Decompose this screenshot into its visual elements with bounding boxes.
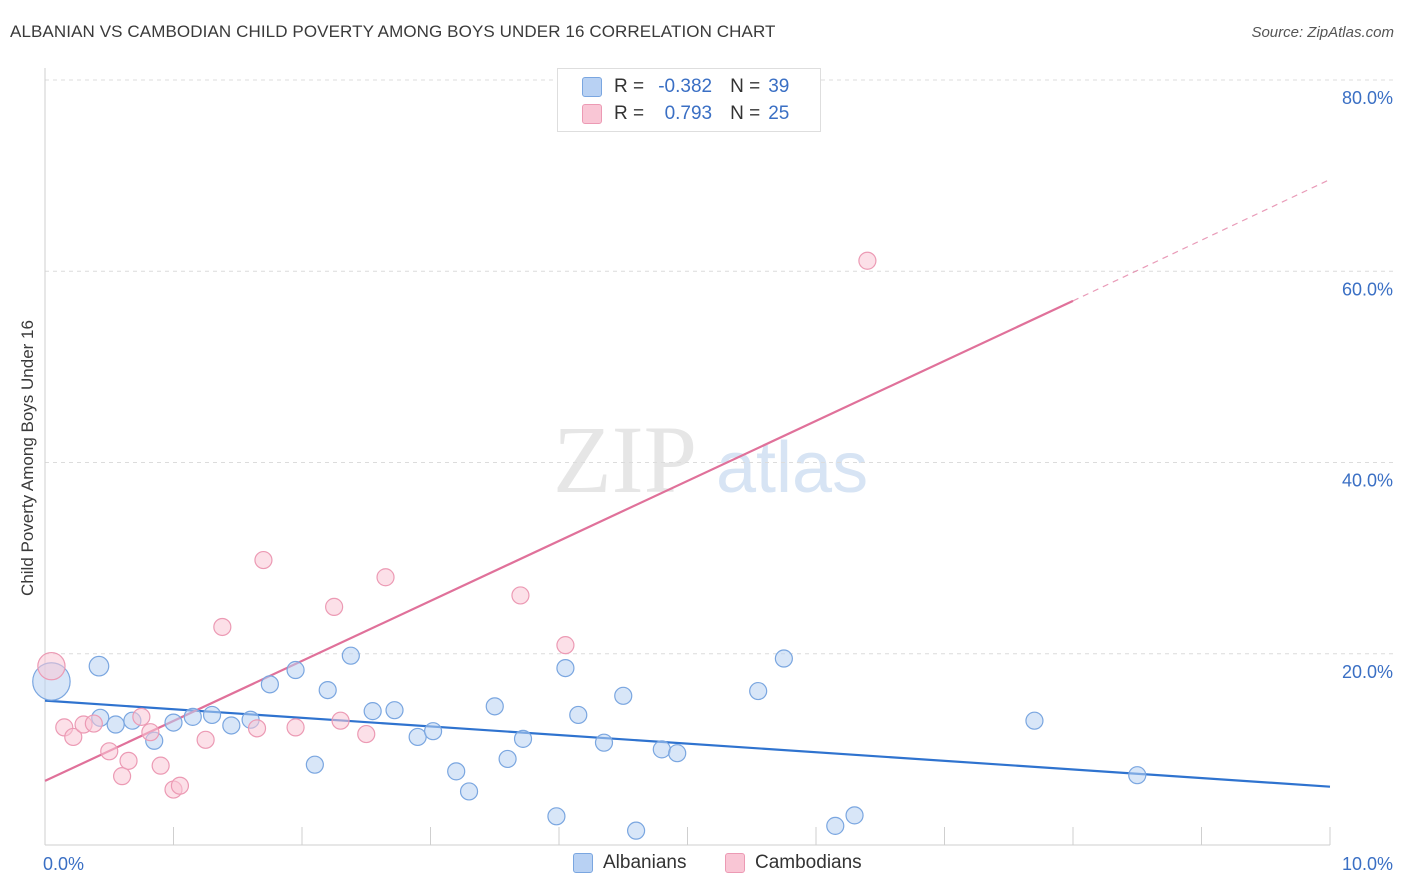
- legend-item-cambodians: Cambodians: [725, 852, 862, 874]
- albanian-point: [202, 705, 222, 725]
- legend-item-albanians: Albanians: [573, 852, 686, 874]
- cambodian-point: [151, 756, 170, 775]
- chart-title: ALBANIAN VS CAMBODIAN CHILD POVERTY AMON…: [10, 22, 776, 41]
- watermark: ZIP atlas: [553, 406, 868, 513]
- legend-label-cambodians: Cambodians: [755, 852, 862, 873]
- albanian-point: [305, 755, 324, 774]
- albanian-point: [164, 713, 183, 732]
- cambodian-point: [556, 636, 575, 655]
- albanian-point: [183, 707, 202, 726]
- y-tick-label: 40.0%: [1342, 471, 1393, 491]
- cambodian-point: [331, 711, 350, 730]
- y-tick-label: 20.0%: [1342, 662, 1393, 682]
- albanian-point: [447, 762, 466, 781]
- cambodian-point: [247, 719, 267, 738]
- albanian-point: [408, 727, 427, 747]
- r-label: R =: [614, 76, 645, 97]
- axes: [44, 68, 1331, 846]
- cambodian-trend-line: [44, 299, 1074, 782]
- y-tick-label: 80.0%: [1342, 88, 1393, 108]
- cambodian-point: [170, 776, 190, 795]
- cambodian-point: [213, 617, 232, 637]
- albanian-point: [286, 660, 305, 680]
- cambodian-point: [286, 718, 305, 737]
- albanian-point: [513, 729, 533, 748]
- legend-row-cambodians: R = 0.793 N = 25: [582, 102, 789, 126]
- albanian-point: [826, 816, 845, 835]
- albanian-point: [614, 686, 633, 705]
- cambodian-point: [141, 723, 160, 742]
- cambodian-point: [858, 251, 877, 270]
- albanian-point: [556, 658, 575, 678]
- albanian-point: [459, 782, 479, 801]
- r-value: -0.382: [658, 76, 713, 97]
- albanian-point: [749, 681, 768, 701]
- trend-lines: [44, 178, 1331, 788]
- cambodian-point: [112, 767, 132, 786]
- cambodian-point: [357, 724, 376, 744]
- cambodian-point: [119, 751, 138, 770]
- albanian-point: [668, 744, 687, 763]
- albanian-point: [1025, 711, 1044, 730]
- albanian-point: [498, 749, 517, 769]
- albanian-point: [222, 716, 241, 735]
- cambodians-swatch: [582, 104, 602, 124]
- n-label: N =: [730, 103, 761, 124]
- albanian-point: [318, 680, 337, 700]
- data-points: [32, 251, 1147, 840]
- x-tick-label: 0.0%: [43, 854, 84, 874]
- albanian-point: [626, 821, 646, 840]
- correlation-legend: R = -0.382 N = 39 R = 0.793 N = 25: [557, 68, 821, 132]
- albanian-point: [652, 740, 671, 759]
- grid-lines: [45, 79, 1395, 655]
- cambodian-point: [37, 651, 66, 681]
- albanian-point: [363, 702, 382, 721]
- cambodian-point: [254, 550, 273, 570]
- albanian-point: [547, 807, 566, 826]
- albanian-trend-line: [44, 699, 1331, 788]
- cambodian-point: [325, 597, 344, 616]
- cambodian-point: [84, 714, 103, 733]
- tick-labels: 20.0% 40.0% 60.0% 80.0% 0.0% 10.0%: [43, 88, 1393, 874]
- albanian-point: [106, 715, 125, 734]
- legend-row-albanians: R = -0.382 N = 39: [582, 75, 789, 99]
- albanian-point: [88, 655, 110, 677]
- cambodian-point: [132, 707, 151, 726]
- albanians-swatch: [573, 853, 593, 873]
- albanian-point: [385, 701, 404, 720]
- albanian-point: [423, 722, 443, 741]
- albanian-point: [845, 806, 864, 825]
- source-label: Source: ZipAtlas.com: [1251, 24, 1394, 41]
- n-label: N =: [730, 76, 761, 97]
- cambodian-point: [196, 730, 215, 749]
- cambodian-trend-extension: [1072, 178, 1331, 302]
- cambodian-point: [511, 586, 530, 605]
- albanian-point: [774, 649, 793, 668]
- watermark-atlas: atlas: [716, 428, 868, 508]
- albanian-point: [260, 675, 279, 694]
- cambodian-point: [64, 727, 83, 747]
- albanian-point: [341, 646, 360, 665]
- cambodians-swatch: [725, 853, 745, 873]
- albanian-point: [1128, 766, 1147, 785]
- albanian-point: [569, 705, 588, 725]
- y-tick-label: 60.0%: [1342, 279, 1393, 299]
- albanian-point: [485, 697, 504, 716]
- n-value: 39: [768, 76, 790, 97]
- albanian-point: [594, 733, 614, 752]
- r-label: R =: [614, 103, 645, 124]
- cambodian-point: [376, 568, 395, 587]
- cambodian-point: [100, 742, 119, 761]
- n-value: 25: [768, 103, 790, 124]
- series-legend: Albanians Cambodians: [0, 852, 1406, 876]
- x-tick-label: 10.0%: [1342, 854, 1393, 874]
- watermark-zip: ZIP: [553, 406, 697, 513]
- albanians-swatch: [582, 77, 602, 97]
- r-value: 0.793: [664, 103, 713, 124]
- legend-label-albanians: Albanians: [603, 852, 687, 873]
